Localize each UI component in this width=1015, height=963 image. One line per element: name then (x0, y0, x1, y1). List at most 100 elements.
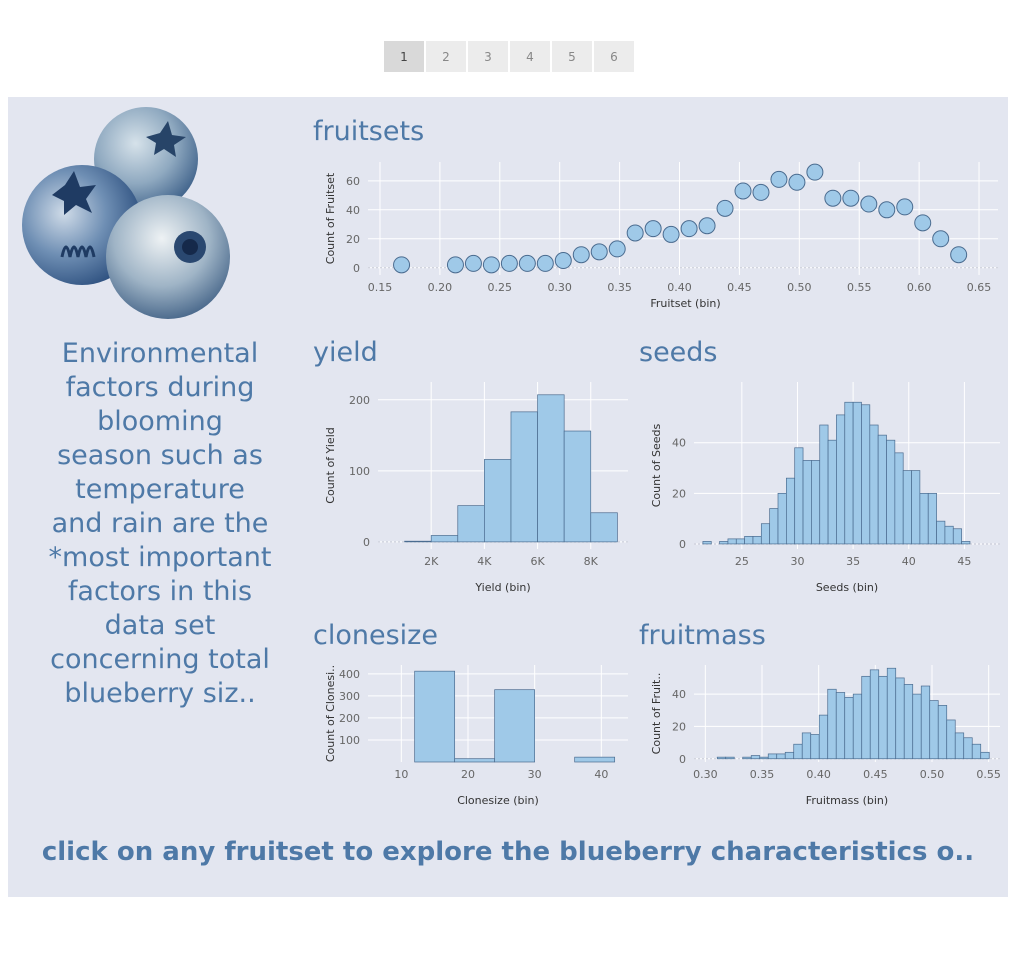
x-axis-title: Yield (bin) (474, 581, 530, 594)
page-button-2[interactable]: 2 (426, 41, 466, 72)
scatter-point (536, 254, 554, 272)
scatter-point (572, 246, 590, 264)
histogram-bar (801, 732, 812, 760)
page-button-6[interactable]: 6 (594, 41, 634, 72)
title-clonesize: clonesize (313, 620, 438, 651)
x-tick-label: 0.55 (976, 768, 1000, 781)
histogram-bar (952, 528, 962, 545)
scatter-point (698, 217, 716, 235)
histogram-bar (944, 525, 954, 545)
scatter-point (590, 243, 608, 261)
histogram-bar (802, 460, 812, 545)
x-axis-title: Clonesize (bin) (457, 794, 539, 807)
page-button-1[interactable]: 1 (384, 41, 424, 72)
histogram-bar (954, 732, 965, 760)
scatter-point (878, 201, 896, 219)
page-button-3[interactable]: 3 (468, 41, 508, 72)
histogram-bar (494, 689, 536, 763)
scatter-point (608, 240, 626, 258)
footer-instruction: click on any fruitset to explore the blu… (41, 837, 975, 867)
histogram-bar (702, 541, 712, 545)
histogram-bar (742, 756, 752, 760)
histogram-bar (414, 670, 456, 763)
scatter-point (446, 256, 464, 274)
x-tick-label: 0.40 (667, 281, 692, 294)
x-tick-label: 40 (594, 768, 608, 781)
scatter-point (554, 252, 572, 270)
x-tick-label: 30 (790, 555, 804, 568)
page-button-5[interactable]: 5 (552, 41, 592, 72)
chart-clonesize[interactable]: 10 20 30 40 100 200 300 400 Clonesize (bin) Count… (308, 655, 628, 813)
histogram-bar (430, 535, 459, 543)
chart-seeds[interactable]: 25 30 35 40 45 0 20 40 Seeds (bin) Count of Seeds (634, 372, 1000, 602)
histogram-bar (784, 751, 795, 760)
histogram-bar (404, 540, 432, 543)
y-tick-label: 400 (339, 668, 360, 681)
histogram-bar (563, 430, 592, 543)
scatter-point (500, 254, 518, 272)
histogram-bar (927, 492, 937, 545)
scatter-point (752, 183, 770, 201)
y-axis-title: Count of Fruit.. (650, 673, 663, 755)
histogram-bar (752, 535, 762, 545)
histogram-bar (767, 753, 778, 760)
chart-fruitmass[interactable]: 0.30 0.35 0.40 0.45 0.50 0.55 0 20 40 Fruitmass (… (634, 655, 1000, 813)
histogram-bar (844, 696, 854, 760)
y-tick-label: 40 (672, 437, 686, 450)
x-tick-label: 25 (735, 555, 749, 568)
scatter-point (626, 224, 644, 242)
scatter-point (950, 246, 968, 264)
histogram-bar (457, 505, 485, 543)
title-seeds: seeds (639, 337, 718, 368)
chart-yield[interactable]: 2K 4K 6K 8K 0 100 200 Yield (bin) Count of Yield (308, 372, 628, 602)
scatter-point (824, 189, 842, 207)
x-tick-label: 0.15 (368, 281, 393, 294)
histogram-bar (719, 541, 729, 545)
y-tick-label: 200 (349, 394, 370, 407)
x-tick-label: 0.55 (847, 281, 872, 294)
histogram-bar (574, 756, 616, 763)
histogram-bar (961, 541, 971, 545)
scatter-point (770, 170, 788, 188)
histogram-bar (590, 512, 618, 543)
scatter-point (662, 225, 680, 243)
histogram-bar (869, 669, 880, 760)
histogram-bar (811, 460, 821, 545)
histogram-bar (786, 477, 796, 545)
x-axis-title: Fruitset (bin) (650, 297, 720, 310)
histogram-bar (902, 470, 912, 545)
histogram-bar (735, 538, 745, 545)
x-tick-label: 0.65 (967, 281, 992, 294)
y-tick-label: 40 (346, 204, 360, 217)
x-tick-label: 10 (394, 768, 408, 781)
scatter-point (393, 256, 411, 274)
blueberries-illustration (22, 107, 230, 319)
y-tick-label: 20 (672, 720, 686, 733)
page-button-4[interactable]: 4 (510, 41, 550, 72)
histogram-bar (861, 404, 871, 545)
y-axis-title: Count of Clonesi.. (324, 665, 337, 762)
scatter-point (932, 230, 950, 248)
histogram-bar (510, 411, 538, 543)
x-tick-label: 0.45 (727, 281, 752, 294)
histogram-bar (759, 756, 769, 760)
histogram-bar (980, 751, 990, 760)
histogram-bar (827, 439, 837, 545)
sidebar-description: Environmental factors during blooming se… (48, 338, 272, 709)
histogram-bar (963, 737, 973, 760)
x-tick-label: 35 (846, 555, 860, 568)
histogram-bar (852, 401, 862, 545)
histogram-bar (716, 756, 727, 760)
histogram-bar (861, 675, 871, 760)
x-tick-label: 0.30 (693, 768, 718, 781)
title-yield: yield (313, 337, 378, 368)
x-axis-title: Seeds (bin) (816, 581, 878, 594)
x-tick-label: 2K (424, 555, 439, 568)
x-axis-title: Fruitmass (bin) (806, 794, 888, 807)
histogram-bar (877, 434, 887, 545)
histogram-bar (818, 714, 829, 760)
title-fruitmass: fruitmass (639, 620, 766, 651)
scatter-point (482, 256, 500, 274)
histogram-bar (895, 677, 905, 760)
chart-fruitsets[interactable]: 0.15 0.20 0.25 0.30 0.35 0.40 0.45 0.50 0.55 0.60… (308, 152, 998, 322)
